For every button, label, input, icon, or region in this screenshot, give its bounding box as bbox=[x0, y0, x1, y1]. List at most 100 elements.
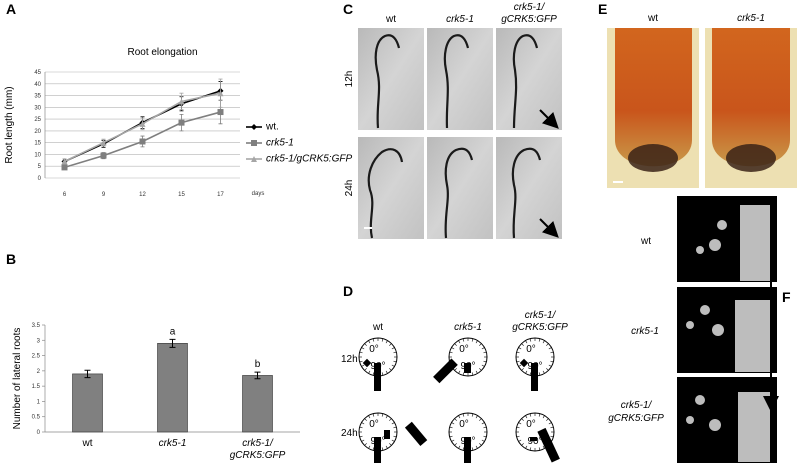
x-tick-label: 12 bbox=[139, 192, 146, 198]
dial-tick bbox=[451, 347, 455, 350]
x-tick-label: 17 bbox=[217, 192, 224, 198]
dial-tick bbox=[479, 368, 482, 371]
x-tick-label: wt bbox=[82, 438, 93, 449]
y-tick-label: 0 bbox=[38, 176, 42, 182]
panel-letter: E bbox=[598, 1, 607, 17]
dial-tick bbox=[368, 370, 371, 374]
dial-tick bbox=[516, 435, 520, 438]
dial-tick bbox=[462, 447, 465, 451]
dial-tick bbox=[479, 343, 482, 346]
point bbox=[139, 120, 146, 127]
dial-tick bbox=[518, 422, 522, 425]
dial-tick bbox=[393, 351, 397, 354]
dial-tick bbox=[389, 418, 392, 421]
panel-e-images bbox=[607, 28, 797, 188]
y-axis-label: Number of lateral roots bbox=[12, 328, 23, 430]
dial-label: 0° bbox=[526, 419, 536, 430]
dial-tick bbox=[361, 364, 365, 367]
dial-tick bbox=[548, 422, 552, 425]
point bbox=[217, 109, 224, 116]
dial-tick bbox=[475, 340, 478, 344]
row-label: 12h bbox=[344, 71, 355, 88]
column-label: crk5-1 bbox=[446, 14, 474, 25]
dial-tick bbox=[521, 368, 524, 371]
point bbox=[61, 158, 68, 165]
dial-tick bbox=[364, 343, 367, 346]
y-tick-label: 40 bbox=[34, 82, 41, 88]
y-tick-label: 0.5 bbox=[32, 415, 41, 421]
bar bbox=[242, 375, 273, 433]
y-tick-label: 15 bbox=[34, 141, 41, 147]
y-tick-label: 45 bbox=[34, 70, 41, 76]
annotation: a bbox=[170, 326, 176, 337]
dial-tick bbox=[483, 435, 487, 438]
dial-tick bbox=[546, 368, 549, 371]
dial-tick bbox=[481, 347, 485, 350]
y-tick-label: 0 bbox=[37, 430, 41, 436]
dial-tick bbox=[359, 351, 363, 354]
dial-tick bbox=[542, 445, 545, 449]
dial-tick bbox=[471, 372, 474, 376]
dial-label: 0° bbox=[369, 419, 379, 430]
dial-tick bbox=[454, 368, 457, 371]
dial-tick bbox=[518, 439, 522, 442]
dial-tick bbox=[525, 340, 528, 344]
column-label: crk5-1 bbox=[737, 13, 765, 24]
dial-tick bbox=[550, 360, 554, 363]
dial-tick bbox=[529, 447, 532, 451]
point bbox=[178, 98, 185, 105]
dial-bars bbox=[362, 358, 560, 463]
dial-tick bbox=[458, 370, 461, 374]
dial-tick bbox=[521, 443, 524, 446]
dial-tick bbox=[451, 422, 455, 425]
dial-tick bbox=[550, 435, 554, 438]
x-axis-label: days bbox=[252, 191, 265, 197]
dial-tick bbox=[525, 370, 528, 374]
dial-tick bbox=[483, 360, 487, 363]
dial-tick bbox=[538, 413, 541, 417]
dial-tick bbox=[542, 370, 545, 374]
dial-tick bbox=[359, 426, 363, 429]
error-bar bbox=[254, 371, 261, 380]
panel-letter: A bbox=[6, 1, 16, 17]
legend-marker bbox=[251, 156, 257, 162]
dial-tick bbox=[538, 447, 541, 451]
dial-tick bbox=[372, 338, 375, 342]
row-label: 24h bbox=[344, 180, 355, 197]
dial-tick bbox=[451, 439, 455, 442]
dial-tick bbox=[529, 372, 532, 376]
y-tick-label: 2.5 bbox=[32, 354, 41, 360]
dial-tick bbox=[475, 415, 478, 419]
dial-tick bbox=[516, 360, 520, 363]
dial-tick bbox=[381, 447, 384, 451]
panel-f-images bbox=[677, 196, 779, 463]
dial-tick bbox=[391, 347, 395, 350]
dial-tick bbox=[372, 372, 375, 376]
dial-tick bbox=[364, 368, 367, 371]
dial-tick bbox=[481, 439, 485, 442]
dial-tick bbox=[475, 445, 478, 449]
dial-tick bbox=[449, 426, 453, 429]
dial-tick bbox=[368, 415, 371, 419]
chart-title: Root elongation bbox=[127, 47, 197, 58]
point bbox=[178, 119, 185, 126]
row-label: 12h bbox=[341, 354, 358, 365]
dial-tick bbox=[381, 338, 384, 342]
bar bbox=[72, 373, 103, 433]
dial-label: 90° bbox=[527, 436, 542, 447]
dial-tick bbox=[518, 347, 522, 350]
x-tick-label: 9 bbox=[102, 192, 106, 198]
dial-tick bbox=[361, 422, 365, 425]
dial-label: 0° bbox=[459, 419, 469, 430]
dial-tick bbox=[391, 422, 395, 425]
point bbox=[217, 90, 224, 97]
y-tick-label: 5 bbox=[38, 164, 42, 170]
dial-tick bbox=[521, 418, 524, 421]
row-label: crk5-1/gCRK5:GFP bbox=[608, 400, 664, 424]
dial-tick bbox=[449, 435, 453, 438]
dial-tick bbox=[475, 370, 478, 374]
dial-tick bbox=[381, 372, 384, 376]
dial-tick bbox=[483, 426, 487, 429]
dial-tick bbox=[525, 415, 528, 419]
y-tick-label: 20 bbox=[34, 129, 41, 135]
